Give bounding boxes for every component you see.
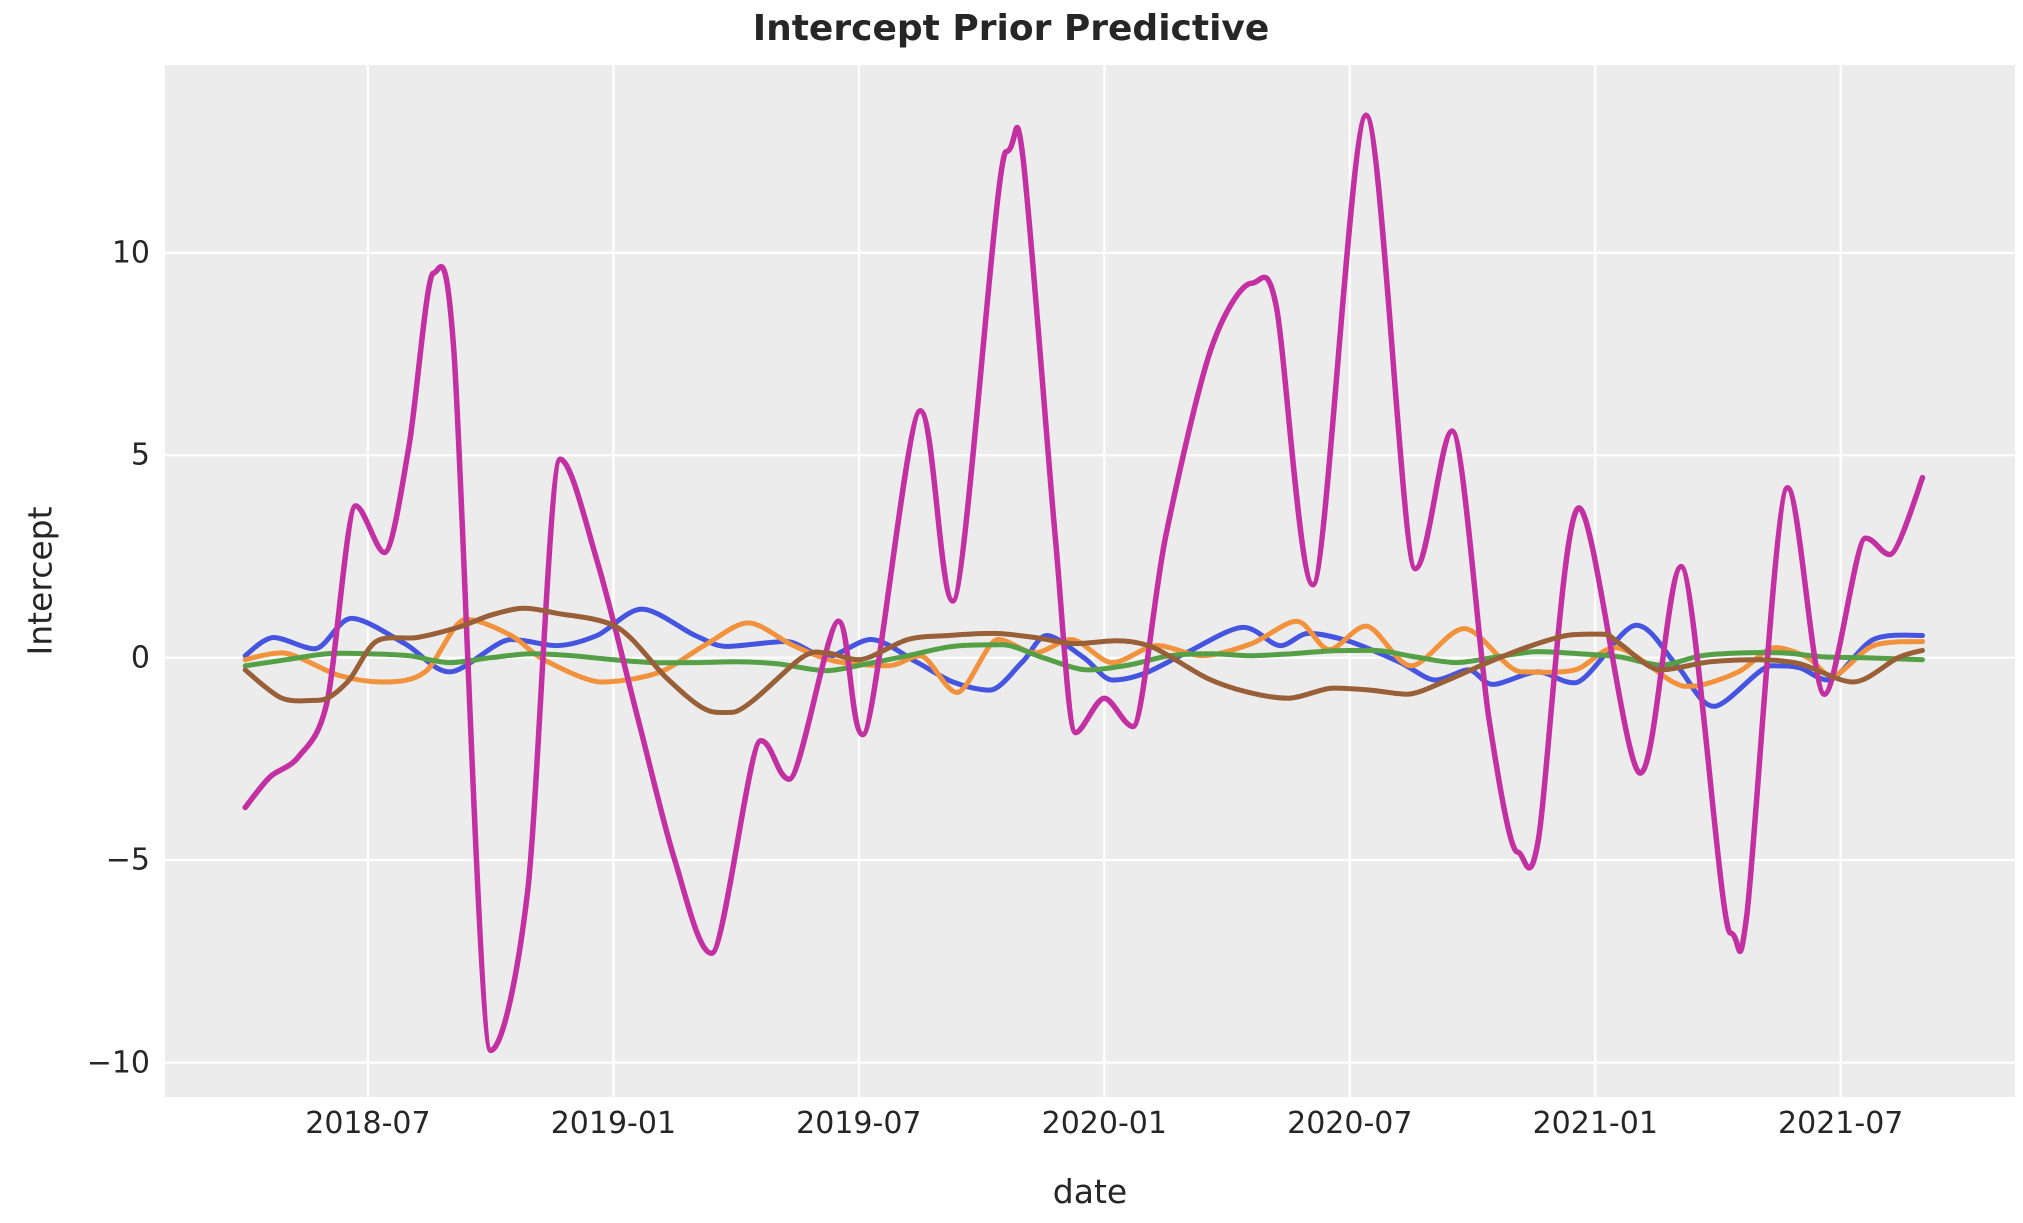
axes-background bbox=[165, 65, 2015, 1097]
series-line-prior-draw-5-brown bbox=[242, 605, 1925, 715]
x-tick-label: 2021-07 bbox=[1778, 1106, 1904, 1141]
x-tick-label: 2020-07 bbox=[1287, 1106, 1413, 1141]
series-line-prior-draw-4-magenta bbox=[242, 112, 1926, 1054]
y-tick-label: 10 bbox=[111, 235, 150, 271]
series-line-prior-draw-1-blue bbox=[242, 606, 1925, 709]
x-tick-label: 2019-01 bbox=[550, 1106, 677, 1141]
x-tick-label: 2021-01 bbox=[1532, 1106, 1658, 1141]
x-tick-label: 2020-01 bbox=[1041, 1106, 1167, 1141]
y-axis-label: Intercept bbox=[20, 506, 60, 656]
x-axis-label: date bbox=[1052, 1172, 1128, 1211]
y-tick-label: −10 bbox=[86, 1045, 150, 1081]
chart-title: Intercept Prior Predictive bbox=[752, 8, 1270, 49]
x-tick-label: 2019-07 bbox=[796, 1106, 922, 1141]
y-tick-label: 0 bbox=[130, 640, 150, 676]
y-tick-label: 5 bbox=[130, 437, 150, 473]
series-line-prior-draw-3-green bbox=[242, 642, 1925, 674]
x-tick-label: 2018-07 bbox=[305, 1106, 431, 1141]
y-tick-label: −5 bbox=[105, 842, 150, 878]
